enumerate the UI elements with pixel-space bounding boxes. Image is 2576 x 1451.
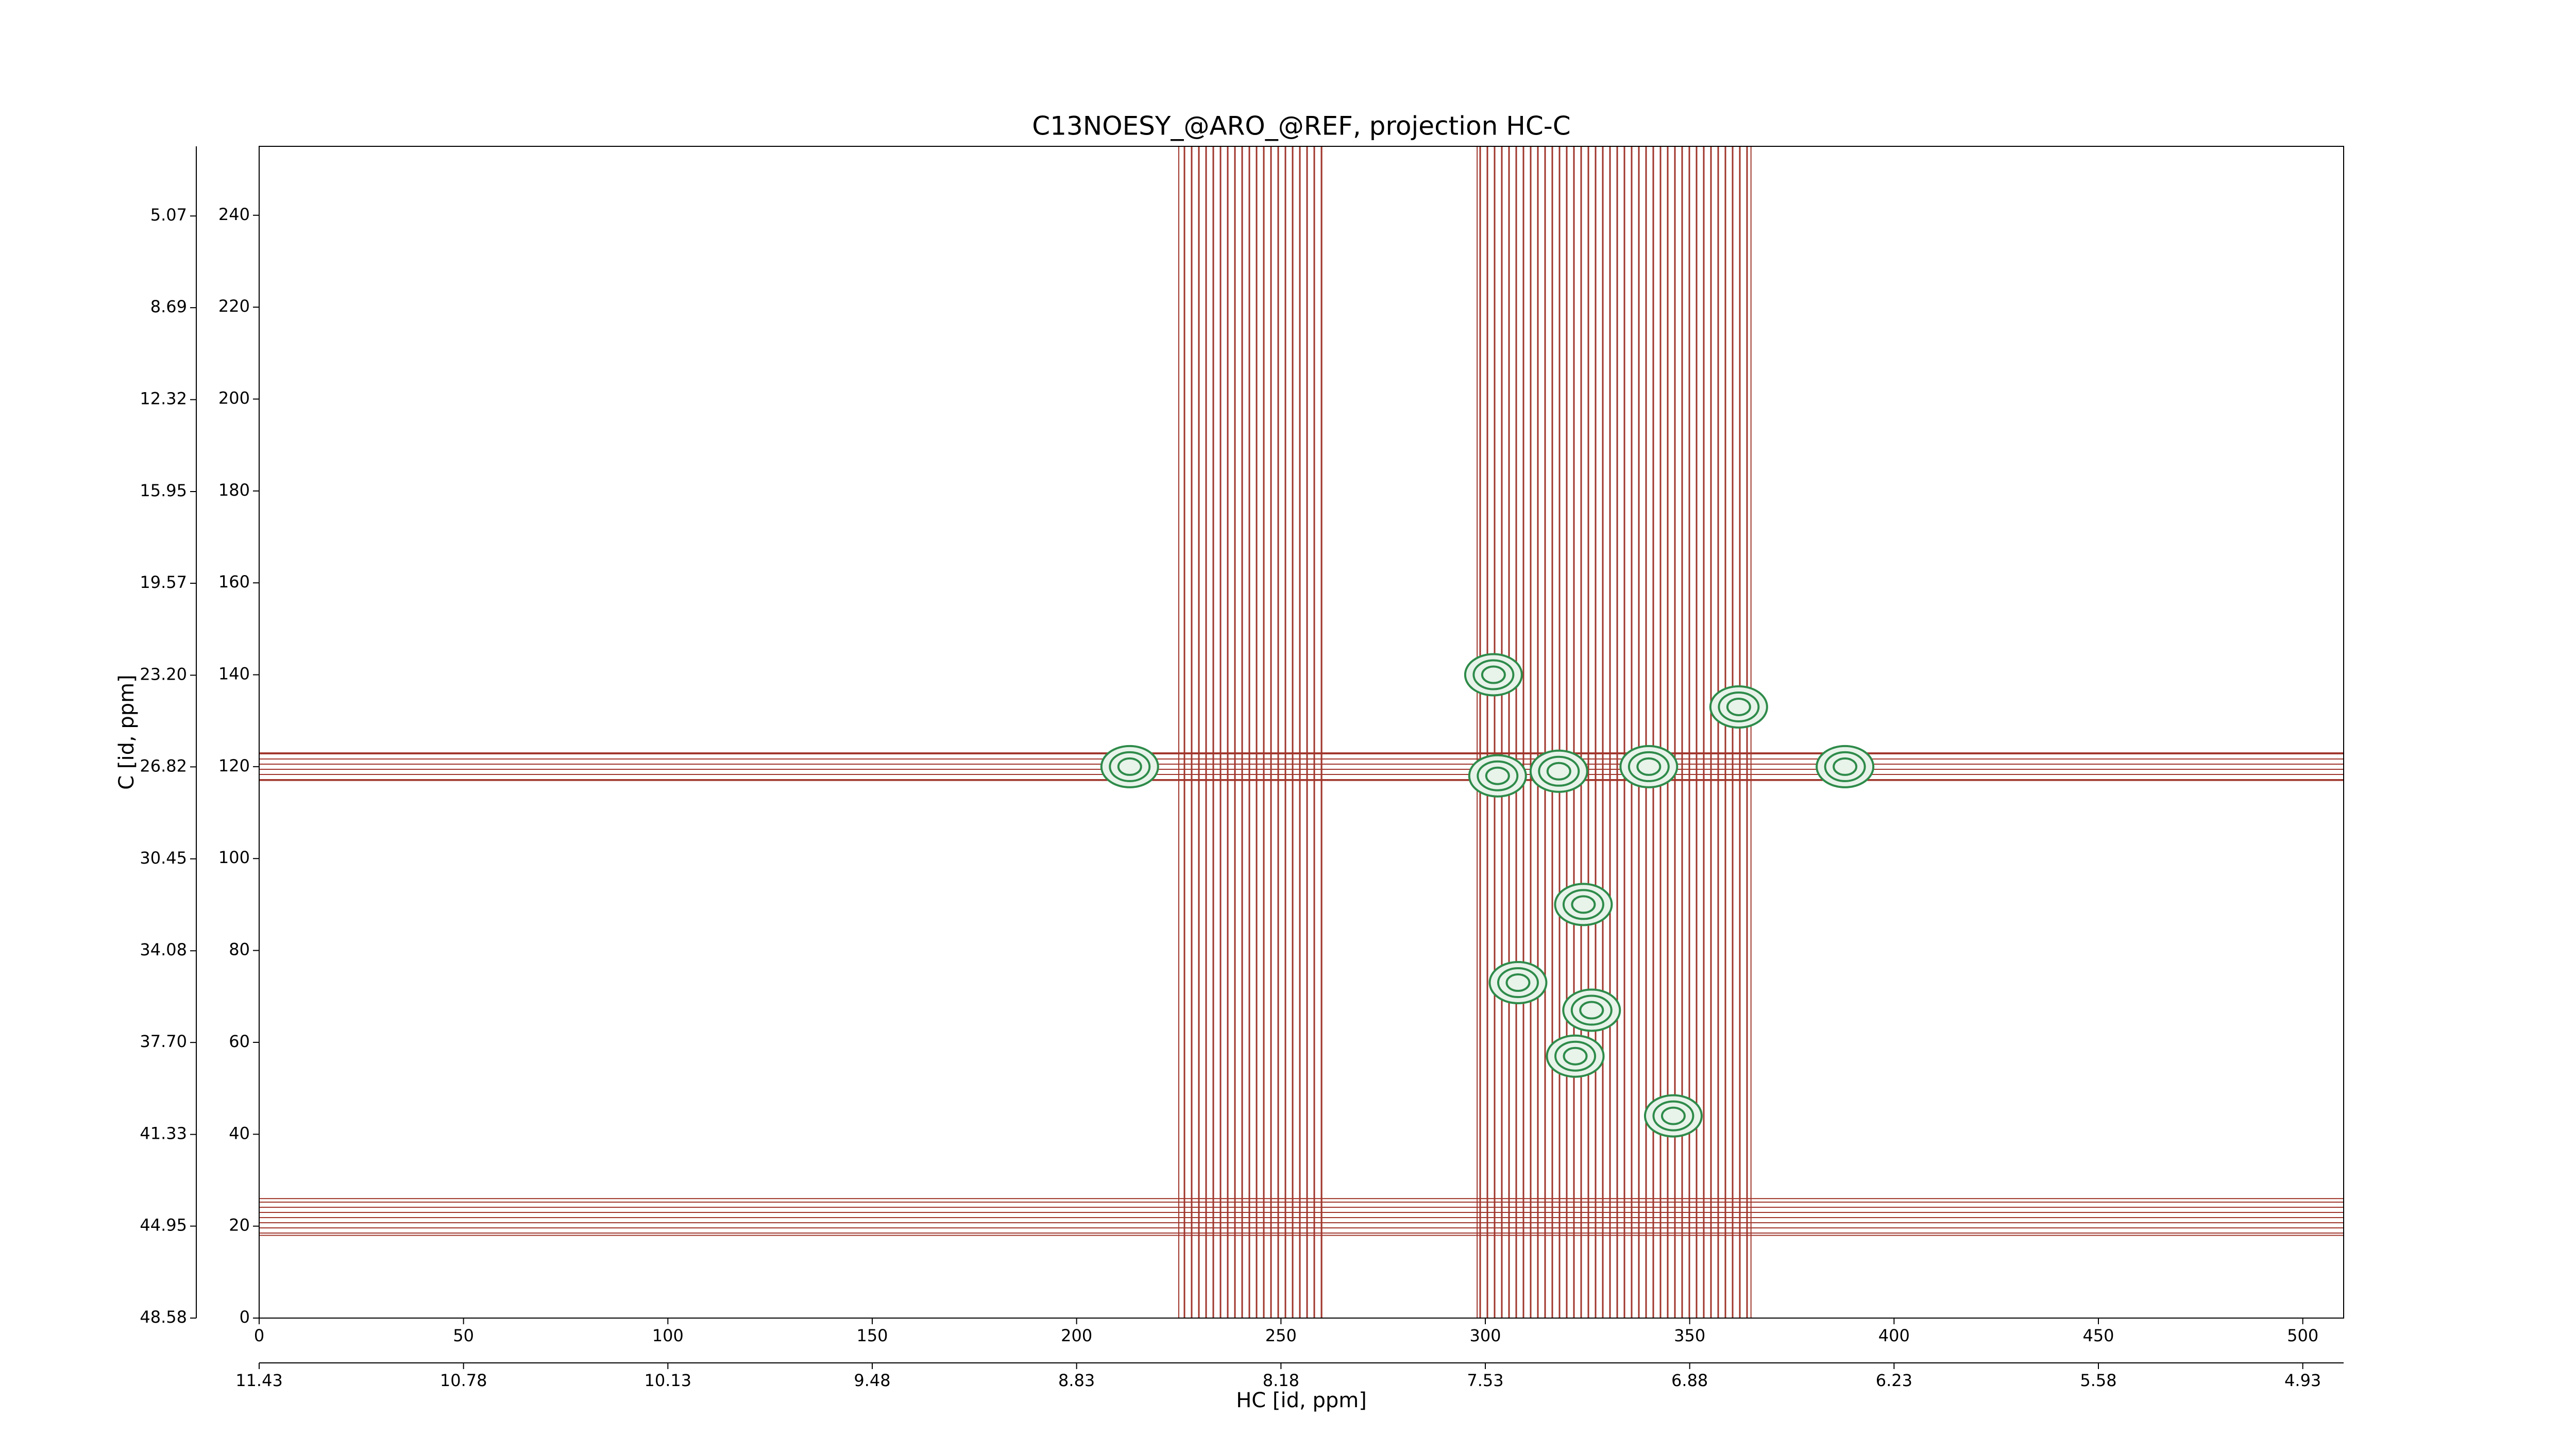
y-tick-label: 40: [229, 1123, 250, 1143]
y-band: [259, 1198, 2344, 1236]
peak: [1562, 988, 1621, 1032]
peak-contour: [1660, 1106, 1686, 1125]
peak-contour: [1562, 889, 1604, 920]
y2-tick-label: 5.07: [150, 205, 187, 225]
peak: [1643, 1094, 1703, 1138]
y2-tick-label: 44.95: [140, 1216, 187, 1235]
y2-tick-label: 41.33: [140, 1124, 187, 1143]
y-tick-label: 200: [218, 388, 250, 408]
peak-contour: [1833, 757, 1858, 776]
peak: [1529, 749, 1588, 793]
peak: [1546, 1034, 1605, 1078]
peak-contour: [1579, 1001, 1604, 1020]
x-tick-label: 400: [1878, 1326, 1910, 1345]
y-tick-label: 220: [218, 296, 250, 316]
x-tick-label: 200: [1061, 1326, 1092, 1345]
y-tick-label: 0: [240, 1307, 250, 1327]
y2-tick-label: 34.08: [140, 940, 187, 959]
x-tick-label: 0: [254, 1326, 264, 1345]
peak-contour: [1497, 967, 1539, 999]
chart-title: C13NOESY_@ARO_@REF, projection HC-C: [1032, 111, 1570, 141]
x-tick-label: 100: [652, 1326, 684, 1345]
peak: [1100, 745, 1159, 788]
x-band: [1178, 146, 1323, 1319]
y2-tick-label: 12.32: [140, 389, 187, 409]
x2-tick-label: 4.93: [2284, 1371, 2321, 1390]
x2-tick-label: 6.88: [1671, 1371, 1708, 1390]
peak: [1488, 961, 1548, 1005]
x2-tick-label: 7.53: [1467, 1371, 1503, 1390]
y-tick-label: 140: [218, 664, 250, 684]
plot-frame: [259, 146, 2344, 1319]
peak-contour: [1563, 1047, 1588, 1066]
x2-tick-label: 10.13: [645, 1371, 692, 1390]
y2-tick-label: 15.95: [140, 481, 187, 500]
peak-contour: [1505, 973, 1531, 992]
peak-contour: [1546, 762, 1571, 781]
x-band: [1477, 146, 1752, 1319]
peak-contour: [1109, 751, 1151, 782]
peak-contour: [1481, 665, 1506, 684]
y-band: [259, 752, 2344, 781]
y2-tick-label: 48.58: [140, 1307, 187, 1327]
peak-contour: [1652, 1100, 1694, 1132]
x-tick-label: 500: [2287, 1326, 2318, 1345]
peak-contour: [1554, 1040, 1597, 1072]
peak-contour: [1571, 895, 1596, 914]
y2-tick-label: 23.20: [140, 664, 187, 684]
x2-tick-label: 9.48: [854, 1371, 890, 1390]
x-tick-label: 50: [453, 1326, 474, 1345]
y2-tick-label: 30.45: [140, 848, 187, 868]
x2-tick-label: 10.78: [440, 1371, 487, 1390]
peak-contour: [1472, 659, 1515, 690]
peak: [1619, 745, 1679, 788]
x-tick-label: 250: [1265, 1326, 1297, 1345]
y-tick-label: 180: [218, 480, 250, 500]
peak-contour: [1538, 755, 1580, 787]
peak: [1816, 745, 1875, 788]
x-tick-label: 350: [1674, 1326, 1705, 1345]
peak: [1709, 685, 1768, 729]
peak-contour: [1485, 766, 1510, 785]
y-tick-label: 120: [218, 756, 250, 775]
peak-contour: [1117, 757, 1142, 776]
peak: [1464, 653, 1523, 697]
x2-tick-label: 5.58: [2080, 1371, 2116, 1390]
peak-contour: [1718, 691, 1760, 722]
x2-tick-label: 11.43: [235, 1371, 283, 1390]
x-tick-label: 150: [856, 1326, 888, 1345]
y2-tick-label: 19.57: [140, 572, 187, 592]
peak-contour: [1824, 751, 1866, 782]
y2-tick-label: 8.69: [150, 297, 187, 316]
peak-contour: [1636, 757, 1662, 776]
peak-contour: [1726, 697, 1751, 716]
x-tick-label: 450: [2082, 1326, 2114, 1345]
y-tick-label: 240: [218, 205, 250, 224]
y-tick-label: 80: [229, 940, 250, 959]
peak-contour: [1477, 760, 1519, 791]
x2-tick-label: 6.23: [1876, 1371, 1912, 1390]
y2-tick-label: 37.70: [140, 1032, 187, 1051]
y-tick-label: 60: [229, 1032, 250, 1051]
y-axis-label: C [id, ppm]: [115, 674, 139, 790]
x2-tick-label: 8.83: [1058, 1371, 1095, 1390]
y2-tick-label: 26.82: [140, 756, 187, 775]
peak: [1554, 883, 1613, 926]
peak-contour: [1628, 751, 1670, 782]
peak: [1468, 754, 1527, 798]
x-axis-label: HC [id, ppm]: [1236, 1389, 1367, 1412]
y-tick-label: 160: [218, 572, 250, 592]
y-tick-label: 20: [229, 1216, 250, 1235]
x2-tick-label: 8.18: [1263, 1371, 1299, 1390]
peak-contour: [1570, 994, 1613, 1026]
x-tick-label: 300: [1469, 1326, 1501, 1345]
y-tick-label: 100: [218, 848, 250, 867]
